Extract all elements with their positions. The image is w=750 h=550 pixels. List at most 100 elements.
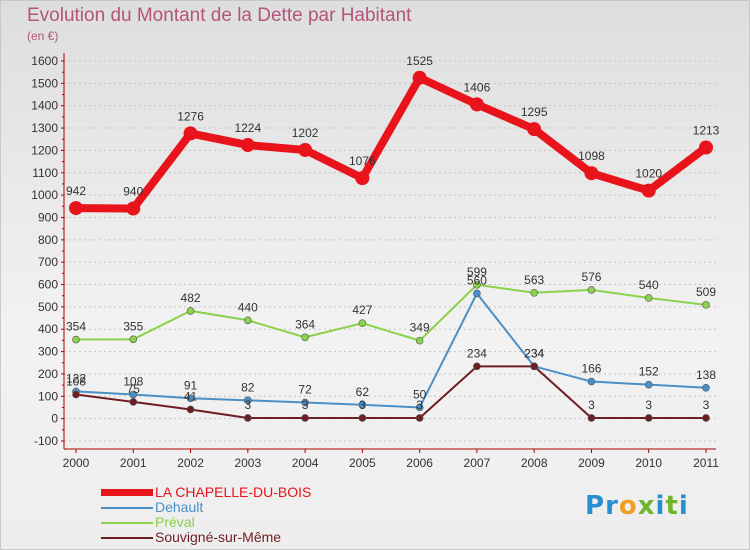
data-label: 560 — [467, 273, 487, 287]
logo-letter: o — [618, 491, 638, 521]
data-label: 427 — [352, 303, 372, 317]
series-line — [75, 365, 706, 419]
data-point — [358, 319, 367, 328]
legend-label: Préval — [155, 514, 195, 530]
legend-item: Préval — [101, 514, 361, 530]
data-label: 75 — [127, 382, 141, 396]
data-point — [244, 414, 252, 422]
logo-letter: P — [585, 491, 606, 521]
legend-swatch — [101, 489, 153, 496]
legend-item: LA CHAPELLE-DU-BOIS — [101, 484, 361, 500]
data-point — [702, 414, 710, 422]
data-point — [587, 414, 596, 422]
data-point — [702, 383, 710, 392]
data-point — [415, 336, 424, 345]
logo-letter: i — [655, 491, 666, 521]
data-label: 91 — [184, 378, 198, 392]
data-point — [358, 414, 367, 422]
data-point — [129, 390, 138, 399]
data-point — [530, 362, 538, 371]
data-label: 72 — [298, 383, 312, 397]
legend-label: Souvigné-sur-Même — [155, 529, 282, 545]
data-point — [644, 414, 653, 422]
data-label: 234 — [524, 346, 544, 360]
data-label: 234 — [467, 346, 487, 360]
proxiti-logo: Proxiti — [585, 491, 689, 521]
y-tick-label: 500 — [38, 300, 58, 314]
data-label: 1295 — [521, 105, 548, 119]
unit-label: (en €) — [27, 29, 59, 43]
data-label: 3 — [645, 398, 652, 412]
data-label: 1076 — [349, 154, 376, 168]
legend-item: Souvigné-sur-Même — [101, 529, 361, 545]
y-tick-label: 900 — [38, 210, 58, 224]
data-point — [584, 166, 599, 181]
data-label: 108 — [123, 375, 143, 389]
data-point — [473, 289, 481, 298]
y-tick-label: 1400 — [31, 99, 58, 113]
data-label: 1202 — [292, 126, 319, 140]
data-point — [129, 398, 138, 406]
data-point — [473, 280, 481, 289]
data-point — [240, 138, 255, 153]
data-point — [415, 403, 424, 412]
legend-swatch — [101, 522, 153, 524]
data-label: 1525 — [406, 54, 433, 68]
data-point — [298, 142, 313, 157]
y-tick-label: 100 — [38, 389, 58, 403]
data-point — [301, 333, 309, 342]
data-label: 50 — [413, 387, 427, 401]
x-tick-label: 2004 — [292, 456, 319, 470]
x-tick-label: 2007 — [464, 456, 491, 470]
data-label: 349 — [410, 321, 430, 335]
data-label: 166 — [581, 362, 601, 376]
data-label: 364 — [295, 317, 315, 331]
data-label: 942 — [66, 184, 86, 198]
data-point — [72, 390, 80, 399]
logo-letter: t — [665, 491, 679, 521]
data-label: 1098 — [578, 149, 605, 163]
data-label: 355 — [123, 319, 143, 333]
data-point — [69, 201, 83, 216]
y-tick-label: 1300 — [31, 121, 58, 135]
chart-title: Evolution du Montant de la Dette par Hab… — [27, 5, 412, 26]
data-point — [126, 201, 141, 216]
data-point — [129, 335, 138, 344]
x-tick-label: 2005 — [349, 456, 376, 470]
y-tick-label: 1600 — [31, 54, 58, 68]
data-point — [702, 301, 710, 309]
data-label: 3 — [359, 398, 366, 412]
x-tick-label: 2000 — [63, 456, 90, 470]
data-label: 1406 — [464, 80, 491, 94]
data-point — [469, 97, 484, 112]
data-label: 1020 — [635, 167, 662, 181]
data-point — [244, 396, 252, 405]
y-tick-label: 600 — [38, 278, 58, 292]
y-tick-label: 1200 — [31, 143, 58, 157]
logo-letter: i — [678, 491, 689, 521]
logo-letter: x — [637, 491, 656, 521]
data-label: 82 — [241, 380, 255, 394]
data-point — [183, 126, 198, 141]
series-line — [75, 73, 709, 213]
data-point — [641, 183, 656, 198]
y-tick-label: -100 — [34, 434, 58, 448]
logo-letter: r — [605, 491, 619, 521]
data-point — [301, 414, 309, 422]
data-label: 3 — [302, 398, 309, 412]
data-label: 576 — [581, 270, 601, 284]
y-tick-label: 400 — [38, 322, 58, 336]
y-tick-label: 300 — [38, 345, 58, 359]
series-line — [75, 283, 707, 342]
data-point — [530, 288, 538, 297]
data-point — [699, 140, 713, 155]
series-line — [75, 292, 707, 409]
x-tick-label: 2008 — [521, 456, 548, 470]
data-point — [587, 286, 596, 294]
x-tick-label: 2001 — [120, 456, 147, 470]
data-label: 3 — [244, 398, 251, 412]
y-tick-label: 1500 — [31, 76, 58, 90]
data-label: 1276 — [177, 109, 204, 123]
data-label: 354 — [66, 320, 86, 334]
